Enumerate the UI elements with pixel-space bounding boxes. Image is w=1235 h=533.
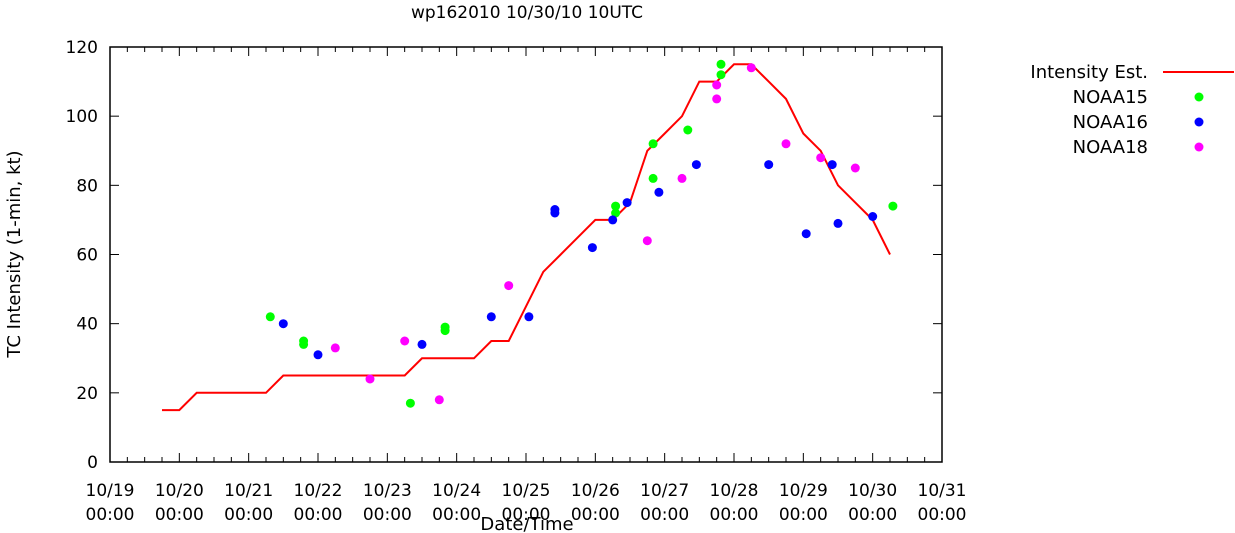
x-tick-label: 00:00 <box>363 505 412 525</box>
x-tick-label: 10/22 <box>294 481 343 501</box>
noaa15-point <box>611 208 621 218</box>
x-tick-label: 10/29 <box>779 481 828 501</box>
x-tick-label: 10/21 <box>224 481 273 501</box>
noaa18-point <box>434 395 444 405</box>
x-tick-label: 00:00 <box>640 505 689 525</box>
x-tick-label: 10/24 <box>432 481 481 501</box>
noaa15-point <box>683 125 693 135</box>
y-tick-label: 80 <box>76 176 98 196</box>
y-tick-label: 100 <box>66 107 98 127</box>
x-tick-label: 10/27 <box>640 481 689 501</box>
noaa15-point <box>611 201 621 211</box>
x-tick-label: 00:00 <box>848 505 897 525</box>
noaa15-point <box>716 59 726 69</box>
y-tick-label: 40 <box>76 315 98 335</box>
noaa16-point <box>622 198 632 208</box>
legend: Intensity Est. NOAA15 NOAA16 NOAA18 <box>1030 62 1234 158</box>
y-tick-label: 120 <box>66 38 98 58</box>
noaa16-point <box>827 160 837 170</box>
x-tick-label: 00:00 <box>224 505 273 525</box>
x-tick-label: 10/26 <box>571 481 620 501</box>
y-axis-ticks: 0 20 40 60 80 100 120 <box>66 38 942 473</box>
x-axis-ticks: 10/19 00:00 10/20 00:00 10/21 00:00 10/22 00:00… <box>86 47 967 525</box>
noaa16-point <box>833 218 843 228</box>
noaa16-point <box>313 350 323 360</box>
noaa18-point <box>850 163 860 173</box>
noaa18-point <box>781 139 791 149</box>
noaa16-point <box>691 160 701 170</box>
noaa16-point <box>417 339 427 349</box>
noaa15-point <box>888 201 898 211</box>
noaa18-point <box>712 94 722 104</box>
plot-frame <box>109 46 943 463</box>
x-tick-label: 00:00 <box>294 505 343 525</box>
noaa15-point <box>648 173 658 183</box>
y-tick-label: 60 <box>76 246 98 266</box>
x-axis-label: Date/Time <box>480 514 573 533</box>
noaa16-point <box>801 229 811 239</box>
y-axis-label: TC Intensity (1-min, kt) <box>4 150 25 358</box>
x-tick-label: 00:00 <box>779 505 828 525</box>
x-tick-label: 10/31 <box>918 481 967 501</box>
noaa18-point <box>365 374 375 384</box>
intensity-line <box>162 63 891 412</box>
noaa18-point <box>746 63 756 73</box>
legend-label: NOAA16 <box>1073 112 1148 133</box>
x-tick-label: 00:00 <box>432 505 481 525</box>
x-tick-label: 10/20 <box>155 481 204 501</box>
legend-dot-swatch <box>1194 92 1204 102</box>
noaa15-point <box>265 312 275 322</box>
plot-border <box>109 46 943 463</box>
x-tick-label: 00:00 <box>710 505 759 525</box>
x-tick-label: 00:00 <box>571 505 620 525</box>
x-tick-label: 10/28 <box>710 481 759 501</box>
noaa15-point <box>440 326 450 336</box>
noaa15-point <box>716 70 726 80</box>
noaa16-point <box>587 243 597 253</box>
noaa15-point <box>299 339 309 349</box>
noaa16-point <box>764 160 774 170</box>
x-tick-label: 00:00 <box>155 505 204 525</box>
noaa18-point <box>642 236 652 246</box>
noaa18-point <box>712 80 722 90</box>
x-tick-label: 10/23 <box>363 481 412 501</box>
noaa18-point <box>400 336 410 346</box>
legend-dot-swatch <box>1194 117 1204 127</box>
legend-dot-swatch <box>1194 142 1204 152</box>
noaa18-point <box>816 153 826 163</box>
noaa18-point <box>330 343 340 353</box>
noaa15-point <box>405 398 415 408</box>
y-tick-label: 0 <box>87 453 98 473</box>
x-tick-label: 10/19 <box>86 481 135 501</box>
noaa16-point <box>550 208 560 218</box>
x-tick-label: 00:00 <box>918 505 967 525</box>
noaa15-point <box>648 139 658 149</box>
series-layer <box>162 59 898 412</box>
x-tick-label: 00:00 <box>86 505 135 525</box>
noaa16-point <box>608 215 618 225</box>
noaa16-point <box>486 312 496 322</box>
noaa16-point <box>868 212 878 221</box>
noaa16-point <box>524 312 534 322</box>
noaa16-point <box>278 319 288 329</box>
legend-label: Intensity Est. <box>1030 62 1148 83</box>
legend-label: NOAA15 <box>1073 87 1148 108</box>
x-tick-label: 00:00 <box>502 505 551 525</box>
x-tick-label: 10/25 <box>502 481 551 501</box>
noaa18-point <box>677 173 687 183</box>
legend-label: NOAA18 <box>1073 137 1148 158</box>
noaa16-point <box>654 187 664 197</box>
x-tick-label: 10/30 <box>848 481 897 501</box>
y-tick-label: 20 <box>76 384 98 404</box>
noaa18-point <box>504 281 514 291</box>
chart-title: wp162010 10/30/10 10UTC <box>411 3 643 23</box>
